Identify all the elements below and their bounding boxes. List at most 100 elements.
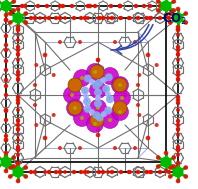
Circle shape: [105, 91, 111, 97]
Circle shape: [176, 128, 180, 132]
Circle shape: [36, 4, 40, 8]
Circle shape: [89, 99, 107, 116]
Circle shape: [94, 99, 102, 108]
Circle shape: [184, 174, 188, 179]
Circle shape: [89, 81, 107, 98]
Circle shape: [16, 163, 20, 167]
Circle shape: [171, 164, 176, 169]
Circle shape: [155, 123, 159, 127]
Circle shape: [16, 98, 20, 102]
Circle shape: [92, 111, 101, 119]
Circle shape: [111, 104, 129, 121]
Circle shape: [176, 98, 180, 102]
Circle shape: [176, 145, 180, 149]
Circle shape: [136, 170, 140, 174]
Circle shape: [113, 146, 117, 150]
Circle shape: [176, 161, 180, 165]
Circle shape: [158, 16, 162, 20]
Circle shape: [16, 127, 20, 131]
Circle shape: [158, 4, 162, 8]
Circle shape: [172, 167, 184, 177]
Circle shape: [156, 155, 161, 160]
Circle shape: [109, 4, 113, 8]
Circle shape: [16, 70, 20, 74]
Circle shape: [176, 127, 180, 131]
Circle shape: [16, 101, 20, 105]
Circle shape: [176, 153, 180, 157]
Circle shape: [83, 97, 91, 105]
Circle shape: [119, 170, 123, 174]
Circle shape: [89, 109, 95, 115]
Circle shape: [8, 174, 12, 179]
Circle shape: [80, 116, 84, 120]
Circle shape: [145, 170, 149, 174]
Circle shape: [16, 73, 20, 77]
Circle shape: [70, 93, 74, 97]
Circle shape: [176, 70, 180, 74]
Circle shape: [167, 170, 171, 174]
Circle shape: [4, 169, 8, 173]
Circle shape: [87, 115, 104, 132]
Circle shape: [176, 53, 180, 57]
Circle shape: [29, 170, 33, 174]
Circle shape: [0, 164, 1, 169]
Circle shape: [96, 106, 100, 110]
Circle shape: [23, 4, 27, 8]
Circle shape: [16, 161, 20, 165]
Circle shape: [176, 108, 180, 112]
Circle shape: [68, 101, 82, 115]
Circle shape: [16, 78, 20, 82]
Circle shape: [176, 163, 180, 167]
Circle shape: [12, 167, 24, 177]
Circle shape: [113, 101, 127, 115]
Circle shape: [92, 81, 100, 90]
Circle shape: [73, 70, 90, 87]
Circle shape: [4, 108, 8, 112]
Circle shape: [33, 103, 37, 107]
Circle shape: [43, 16, 47, 20]
Circle shape: [156, 8, 161, 13]
Circle shape: [118, 4, 122, 8]
Circle shape: [16, 145, 20, 149]
Circle shape: [43, 136, 47, 140]
Circle shape: [4, 59, 8, 63]
Circle shape: [16, 133, 20, 137]
Circle shape: [145, 16, 149, 20]
Circle shape: [16, 165, 20, 169]
Circle shape: [96, 108, 100, 112]
Circle shape: [16, 95, 20, 99]
Circle shape: [8, 20, 12, 25]
Circle shape: [16, 25, 20, 29]
Circle shape: [4, 18, 8, 22]
Circle shape: [128, 16, 132, 20]
Circle shape: [33, 16, 37, 20]
Circle shape: [64, 87, 81, 104]
Circle shape: [95, 95, 101, 101]
Circle shape: [176, 101, 180, 105]
Circle shape: [113, 90, 130, 106]
Circle shape: [176, 48, 180, 52]
Circle shape: [0, 8, 1, 13]
Circle shape: [119, 16, 123, 20]
Circle shape: [98, 16, 102, 20]
Circle shape: [20, 4, 24, 8]
Circle shape: [16, 38, 20, 42]
Circle shape: [83, 93, 89, 99]
Circle shape: [84, 105, 91, 113]
Circle shape: [18, 16, 22, 20]
Circle shape: [61, 4, 65, 8]
Circle shape: [16, 118, 20, 122]
Circle shape: [86, 4, 90, 8]
Circle shape: [164, 13, 168, 17]
Circle shape: [137, 113, 141, 117]
Circle shape: [90, 113, 104, 127]
Circle shape: [176, 73, 180, 77]
Circle shape: [168, 165, 172, 170]
Circle shape: [128, 170, 132, 174]
Circle shape: [167, 16, 171, 20]
Circle shape: [4, 138, 8, 142]
Circle shape: [96, 88, 100, 92]
Circle shape: [4, 93, 8, 97]
Circle shape: [96, 133, 100, 137]
FancyArrowPatch shape: [116, 25, 153, 54]
